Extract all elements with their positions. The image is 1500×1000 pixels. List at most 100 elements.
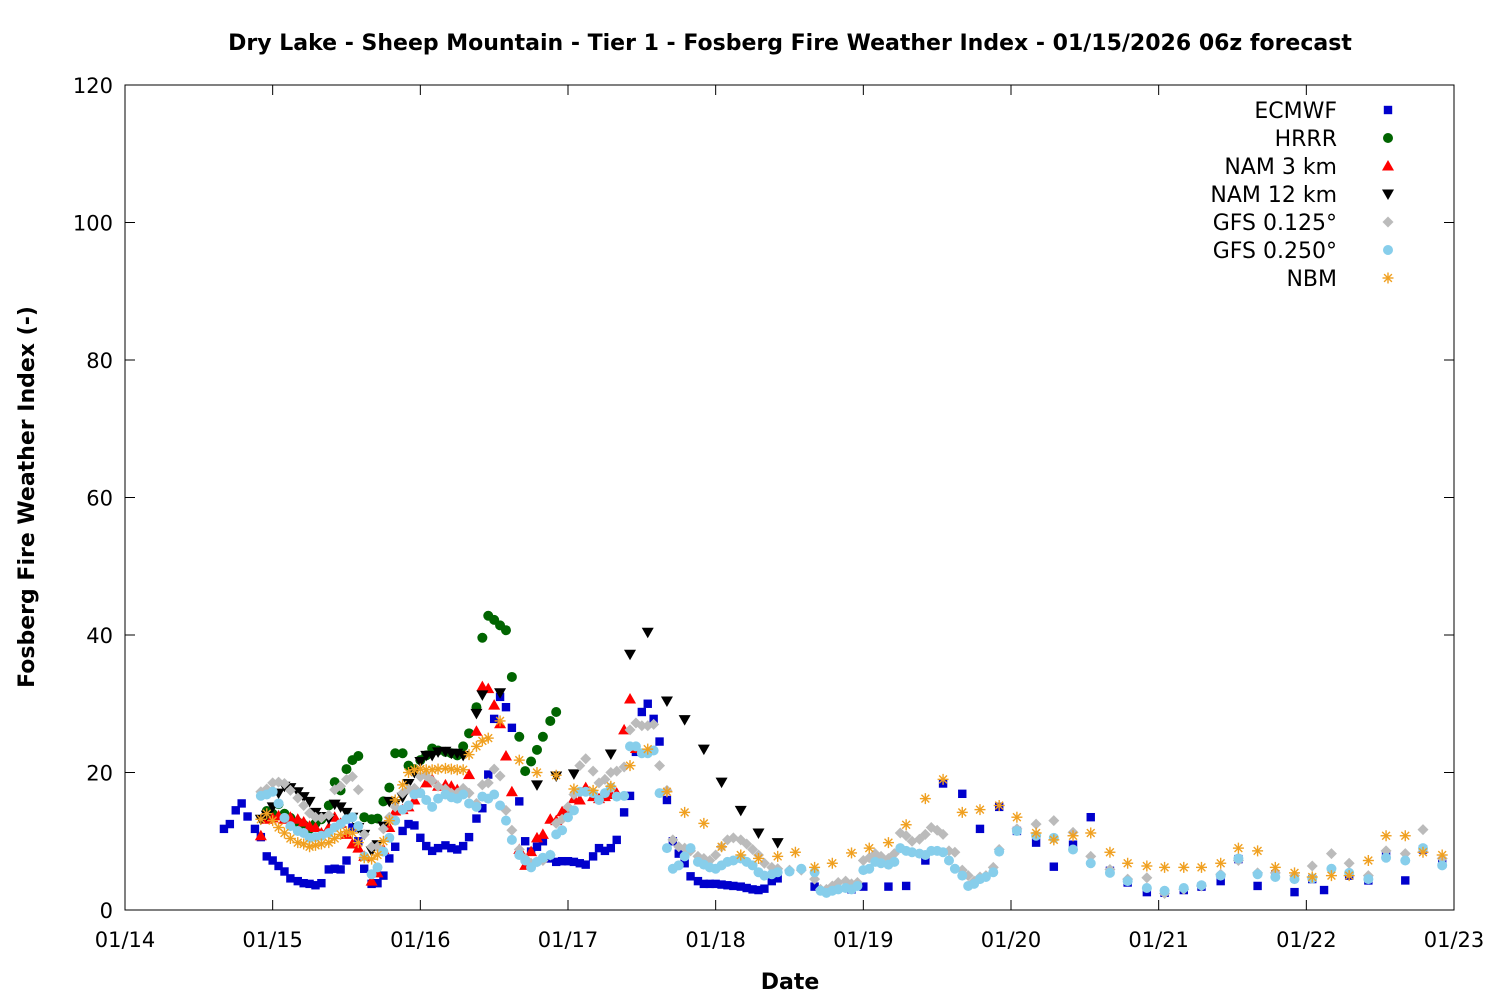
data-point — [1141, 860, 1153, 872]
data-point — [1290, 887, 1299, 897]
data-point — [484, 770, 493, 779]
data-point — [520, 855, 531, 866]
data-point — [612, 835, 621, 845]
data-point — [366, 869, 377, 880]
data-point — [655, 737, 664, 746]
data-point — [1325, 848, 1337, 860]
data-point — [1178, 861, 1190, 873]
data-point — [1030, 827, 1042, 839]
data-point — [754, 885, 763, 895]
legend-marker — [1383, 133, 1393, 143]
data-point — [286, 874, 295, 883]
data-point — [538, 837, 548, 846]
data-point — [863, 842, 875, 854]
data-point — [1049, 862, 1059, 871]
data-point — [760, 884, 769, 893]
data-point — [667, 834, 679, 846]
data-point — [759, 870, 770, 881]
data-point — [662, 795, 672, 805]
data-point — [723, 881, 732, 890]
data-point — [274, 861, 283, 871]
data-point — [391, 842, 400, 851]
data-point — [513, 754, 525, 766]
data-point — [594, 795, 605, 805]
data-point — [919, 793, 931, 805]
data-point — [476, 690, 489, 701]
data-point — [643, 699, 652, 708]
data-point — [372, 849, 384, 861]
data-point — [342, 856, 351, 865]
data-point — [1362, 855, 1374, 866]
data-point — [1270, 872, 1281, 882]
data-point — [1215, 870, 1226, 881]
x-tick-label: 01/21 — [1128, 928, 1189, 952]
data-point — [488, 699, 501, 710]
legend-marker — [1382, 272, 1394, 284]
data-point — [1068, 844, 1079, 855]
data-point — [580, 786, 591, 797]
data-point — [1306, 871, 1318, 883]
data-point — [747, 844, 759, 855]
data-point — [988, 867, 999, 878]
data-point — [389, 794, 401, 806]
data-point — [530, 780, 543, 791]
data-point — [568, 783, 580, 795]
data-point — [699, 879, 709, 889]
data-point — [1319, 885, 1329, 895]
data-point — [472, 814, 481, 823]
data-point — [520, 766, 531, 777]
data-point — [686, 872, 695, 881]
data-point — [717, 880, 726, 889]
data-point — [1401, 876, 1410, 885]
data-point — [433, 843, 443, 853]
data-point — [366, 853, 378, 865]
data-point — [346, 771, 358, 783]
data-point — [1380, 830, 1392, 842]
data-point — [1141, 883, 1152, 893]
data-point — [403, 800, 414, 811]
data-point — [1232, 842, 1244, 854]
data-point — [489, 789, 500, 800]
data-point — [366, 841, 378, 853]
y-tick-label: 40 — [86, 624, 113, 648]
data-point — [1343, 870, 1355, 882]
data-point — [1159, 861, 1171, 873]
data-point — [279, 812, 290, 823]
data-point — [789, 846, 801, 858]
data-point — [796, 863, 807, 874]
data-point — [385, 854, 394, 863]
data-point — [426, 750, 439, 762]
data-point — [353, 751, 364, 761]
x-tick-label: 01/23 — [1424, 928, 1485, 952]
data-point — [943, 855, 954, 866]
data-point — [889, 856, 900, 867]
data-point — [501, 702, 511, 712]
data-point — [884, 882, 893, 891]
data-point — [250, 824, 260, 834]
data-point — [372, 862, 383, 873]
x-tick-label: 01/22 — [1276, 928, 1337, 952]
data-point — [624, 692, 637, 704]
data-point — [1252, 845, 1264, 857]
data-point — [1104, 846, 1116, 858]
legend: ECMWF HRRR NAM 3 km NAM 12 km GFS 0.125° GFS … — [1210, 99, 1394, 292]
legend-marker — [1383, 245, 1393, 255]
data-point — [499, 750, 512, 761]
legend-marker — [1383, 105, 1393, 115]
data-point — [445, 763, 457, 775]
data-point — [1216, 876, 1225, 886]
data-point — [1437, 860, 1448, 871]
data-point — [736, 882, 745, 891]
x-tick-label: 01/20 — [981, 928, 1042, 952]
data-point — [1325, 870, 1337, 882]
data-point — [420, 776, 433, 788]
data-point — [494, 688, 507, 699]
data-point — [537, 731, 548, 742]
data-point — [1031, 838, 1041, 847]
data-point — [876, 858, 887, 869]
data-point — [365, 875, 378, 886]
data-point — [1048, 834, 1060, 846]
data-point — [1196, 880, 1207, 891]
data-point — [580, 753, 592, 765]
data-point — [463, 749, 475, 761]
